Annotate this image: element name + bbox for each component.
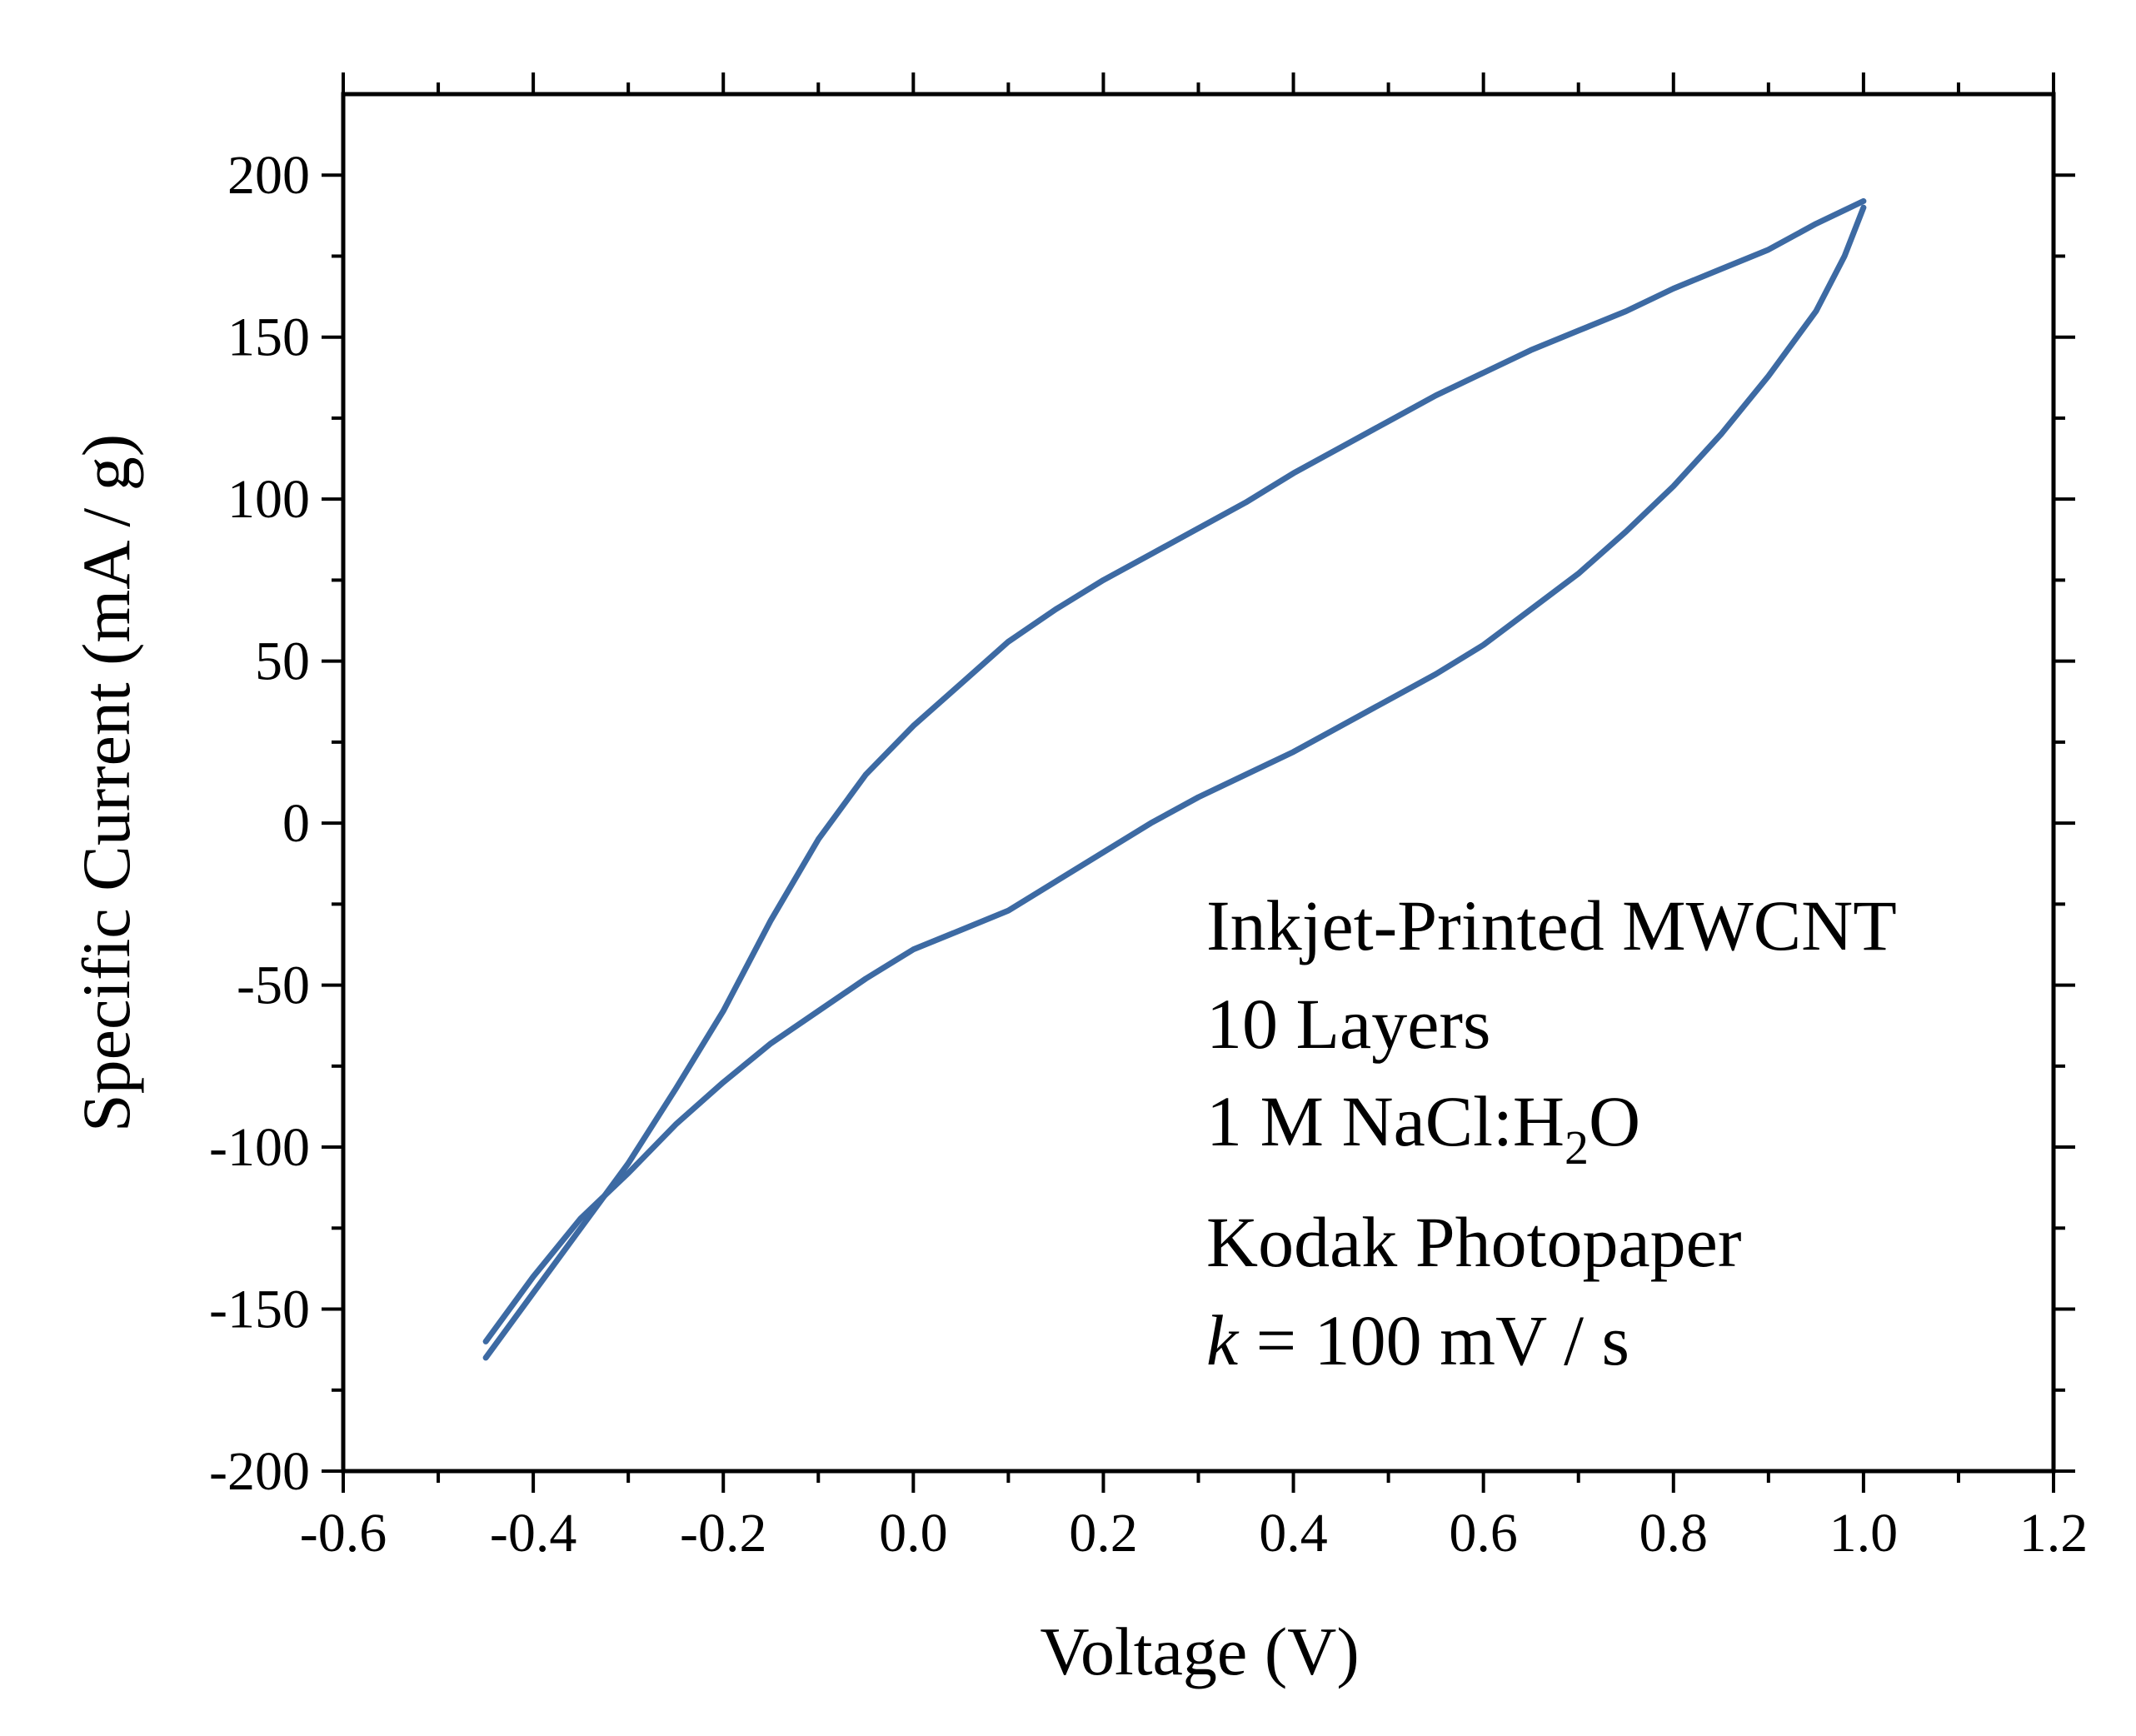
y-tick-label: 150 xyxy=(227,307,310,368)
annotation-block: Inkjet-Printed MWCNT 10 Layers 1 M NaCl:… xyxy=(1206,885,1897,1380)
y-tick-label: -50 xyxy=(237,955,310,1016)
annotation-line-5: k = 100 mV / s xyxy=(1206,1300,1629,1380)
annotation-line-5-rest: = 100 mV / s xyxy=(1238,1300,1629,1380)
y-tick-label: -150 xyxy=(209,1280,310,1340)
x-tick-label: 1.2 xyxy=(2019,1503,2089,1564)
annotation-line-3-tail: O xyxy=(1589,1081,1640,1161)
x-tick-label: 1.0 xyxy=(1829,1503,1899,1564)
annotation-line-4: Kodak Photopaper xyxy=(1206,1202,1741,1282)
x-tick-label: 0.2 xyxy=(1069,1503,1138,1564)
x-axis-tick-labels: -0.6 -0.4 -0.2 0.0 0.2 0.4 0.6 0.8 1.0 1.2 xyxy=(300,1503,2088,1564)
y-tick-label: 200 xyxy=(227,145,310,206)
x-tick-label: -0.4 xyxy=(490,1503,576,1564)
x-tick-label: -0.2 xyxy=(680,1503,766,1564)
annotation-line-1: Inkjet-Printed MWCNT xyxy=(1206,885,1897,965)
annotation-line-3-main: 1 M NaCl:H xyxy=(1206,1081,1565,1161)
x-tick-label: 0.4 xyxy=(1259,1503,1328,1564)
y-tick-label: 100 xyxy=(227,469,310,530)
x-tick-label: 0.6 xyxy=(1449,1503,1518,1564)
annotation-line-3-subscript: 2 xyxy=(1565,1120,1589,1175)
plot-frame xyxy=(341,92,2056,1474)
x-tick-label: -0.6 xyxy=(300,1503,387,1564)
anodic-sweep-line xyxy=(482,197,1867,1361)
y-tick-label: 0 xyxy=(282,793,310,854)
y-tick-label: -200 xyxy=(209,1441,310,1502)
y-axis-tick-labels: -200 -150 -100 -50 0 50 100 150 200 xyxy=(209,145,310,1502)
series-layer xyxy=(482,197,1867,1361)
y-axis-title: Specific Current (mA / g) xyxy=(68,434,144,1132)
x-axis-title: Voltage (V) xyxy=(1040,1614,1359,1689)
cathodic-sweep-line xyxy=(482,204,1867,1344)
annotation-line-3: 1 M NaCl:H2O xyxy=(1206,1081,1640,1175)
x-tick-label: 0.0 xyxy=(879,1503,948,1564)
x-tick-label: 0.8 xyxy=(1639,1503,1709,1564)
y-tick-label: -100 xyxy=(209,1117,310,1178)
annotation-line-5-italic: k xyxy=(1206,1300,1240,1380)
y-tick-label: 50 xyxy=(255,631,310,692)
annotation-line-2: 10 Layers xyxy=(1206,984,1490,1064)
